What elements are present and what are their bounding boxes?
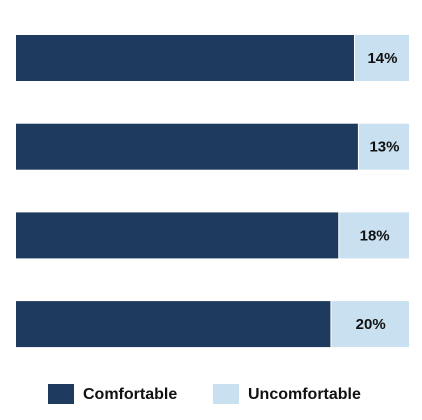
- bar-segment: [16, 212, 339, 259]
- bar-segment: [331, 301, 409, 348]
- bar-segment: [339, 212, 409, 259]
- bar-segment: [16, 301, 331, 348]
- legend-label: Comfortable: [83, 386, 177, 403]
- legend-swatch: [213, 384, 239, 404]
- value-label: 18%: [360, 227, 390, 244]
- bar-segment: [354, 35, 409, 81]
- legend-swatch: [48, 384, 74, 404]
- value-label: 20%: [356, 316, 386, 333]
- bar-segment: [358, 123, 409, 170]
- value-label: 14%: [367, 50, 397, 67]
- legend-label: Uncomfortable: [248, 386, 361, 403]
- bar-segment: [16, 35, 354, 81]
- bar-segment: [16, 123, 358, 170]
- value-label: 13%: [369, 139, 399, 156]
